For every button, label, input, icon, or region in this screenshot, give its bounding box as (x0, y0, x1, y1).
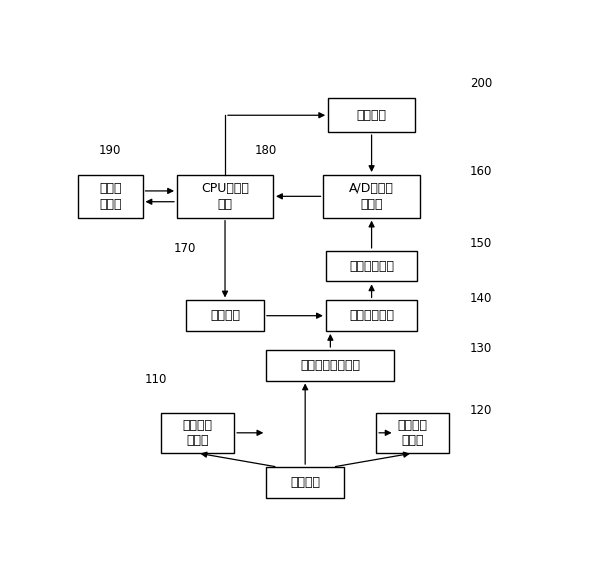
Bar (177, 175, 273, 218)
Bar (326, 300, 417, 331)
Text: 口单元: 口单元 (99, 198, 122, 211)
Text: 电流传感: 电流传感 (398, 419, 428, 432)
Bar (266, 350, 395, 381)
Text: 换电路: 换电路 (361, 198, 383, 211)
Text: 器单元: 器单元 (401, 434, 424, 447)
Text: 190: 190 (99, 144, 121, 157)
Text: 驱动电路: 驱动电路 (210, 309, 240, 322)
Text: CPU处理器: CPU处理器 (201, 182, 249, 195)
Text: 110: 110 (145, 373, 167, 386)
Text: 多路开关单元: 多路开关单元 (349, 309, 394, 322)
Bar (186, 300, 264, 331)
Bar (79, 175, 142, 218)
Text: 120: 120 (470, 404, 492, 417)
Bar (323, 175, 420, 218)
Text: A/D采集转: A/D采集转 (349, 182, 394, 195)
Text: 信号调理电路: 信号调理电路 (349, 260, 394, 273)
Bar (376, 412, 449, 453)
Text: 蓄电池组: 蓄电池组 (290, 476, 320, 489)
Text: 160: 160 (470, 166, 492, 178)
Text: 采集接口防雷单元: 采集接口防雷单元 (300, 359, 361, 371)
Text: 200: 200 (470, 77, 492, 91)
Text: 通信接: 通信接 (99, 182, 122, 195)
Text: 140: 140 (470, 292, 492, 305)
Text: 170: 170 (174, 242, 196, 255)
Text: 单元: 单元 (217, 198, 232, 211)
Text: 180: 180 (255, 144, 277, 157)
Text: 供电单元: 供电单元 (356, 109, 387, 122)
Bar (328, 98, 415, 132)
Text: 150: 150 (470, 238, 492, 250)
Text: 130: 130 (470, 342, 492, 355)
Text: 温度传感: 温度传感 (183, 419, 213, 432)
Bar (161, 412, 234, 453)
Bar (266, 467, 344, 498)
Text: 器单元: 器单元 (186, 434, 209, 447)
Bar (326, 251, 417, 281)
